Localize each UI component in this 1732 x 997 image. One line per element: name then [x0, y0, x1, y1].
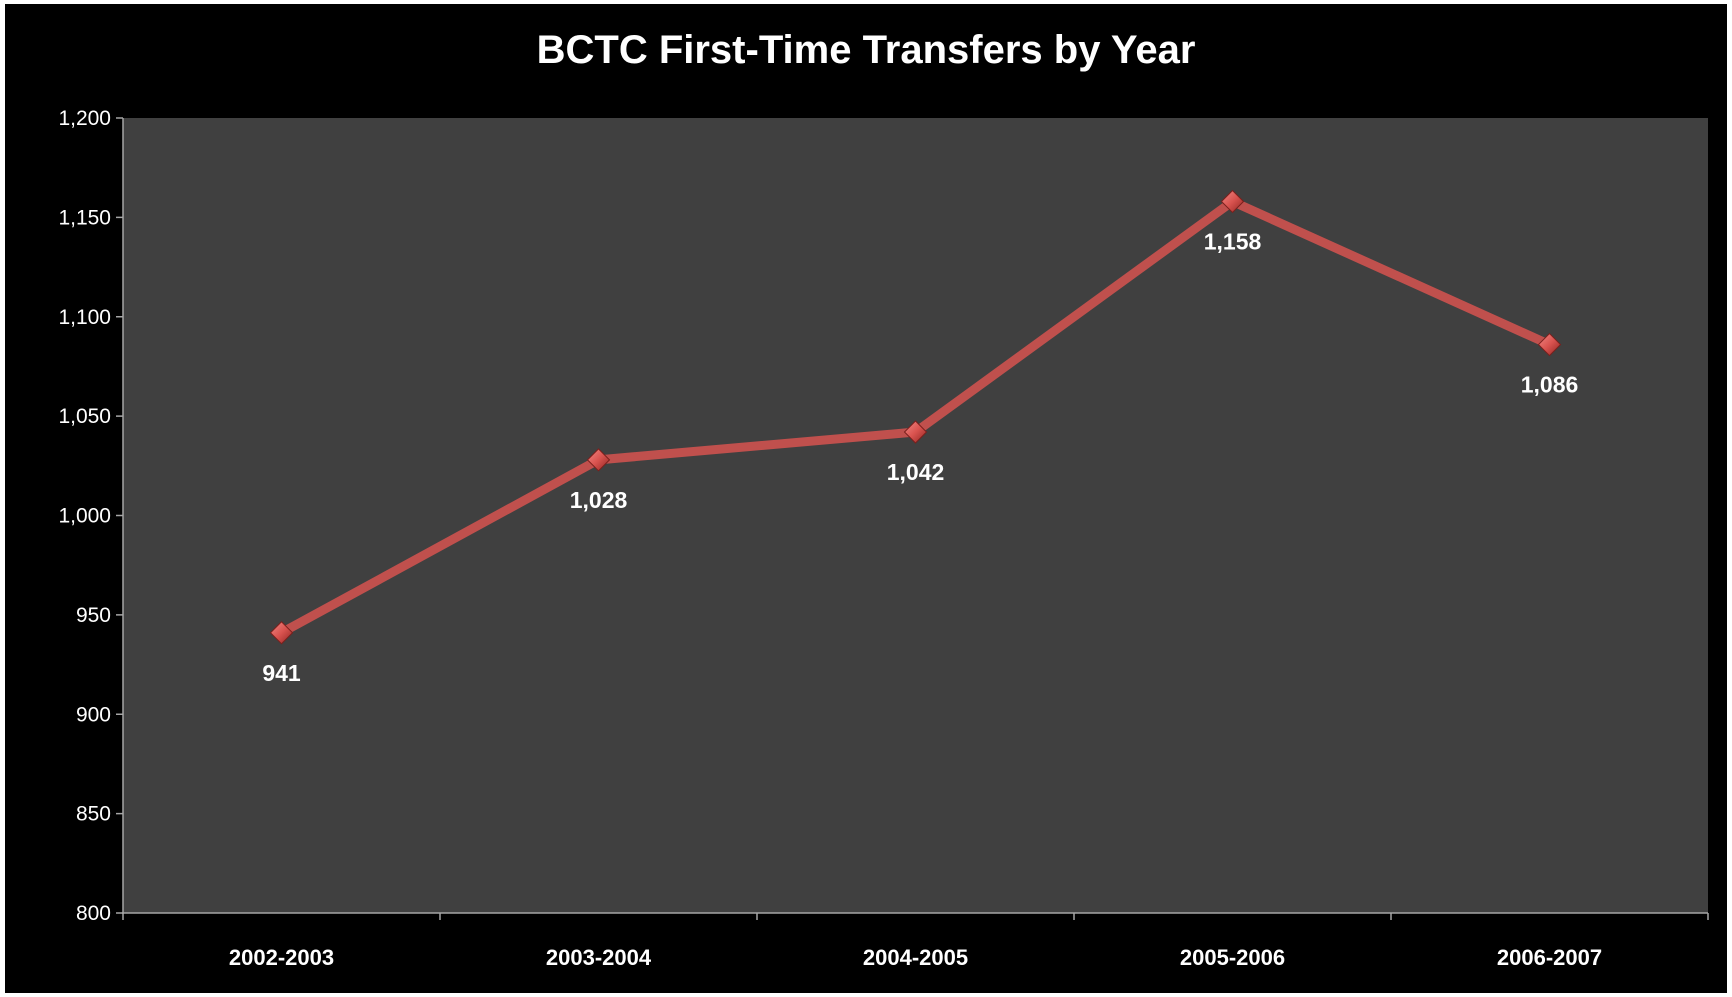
y-tick-label: 1,200: [58, 107, 111, 130]
x-tick-label: 2004-2005: [863, 945, 968, 970]
chart-title: BCTC First-Time Transfers by Year: [536, 28, 1196, 72]
data-point-marker: [1537, 332, 1562, 357]
y-tick-label: 1,100: [58, 306, 111, 329]
data-label: 1,028: [570, 487, 628, 513]
y-tick-label: 850: [76, 803, 111, 826]
data-point-marker: [269, 621, 294, 645]
plot-area: [123, 118, 1708, 913]
data-point-marker: [586, 448, 611, 472]
data-label: 1,042: [887, 459, 945, 485]
y-tick-label: 1,150: [58, 206, 111, 229]
data-label: 1,086: [1521, 372, 1579, 398]
x-tick-label: 2006-2007: [1497, 945, 1602, 970]
data-point-marker: [1220, 189, 1245, 214]
x-tick-label: 2003-2004: [546, 945, 652, 970]
x-tick-label: 2005-2006: [1180, 945, 1285, 970]
data-label: 941: [262, 660, 301, 686]
data-point-marker: [903, 420, 928, 444]
y-tick-label: 950: [76, 604, 111, 627]
y-tick-label: 1,000: [58, 505, 111, 528]
y-tick-label: 800: [76, 902, 111, 925]
y-tick-label: 1,050: [58, 405, 111, 428]
x-tick-label: 2002-2003: [229, 945, 334, 970]
y-tick-label: 900: [76, 703, 111, 726]
data-label: 1,158: [1204, 228, 1262, 254]
